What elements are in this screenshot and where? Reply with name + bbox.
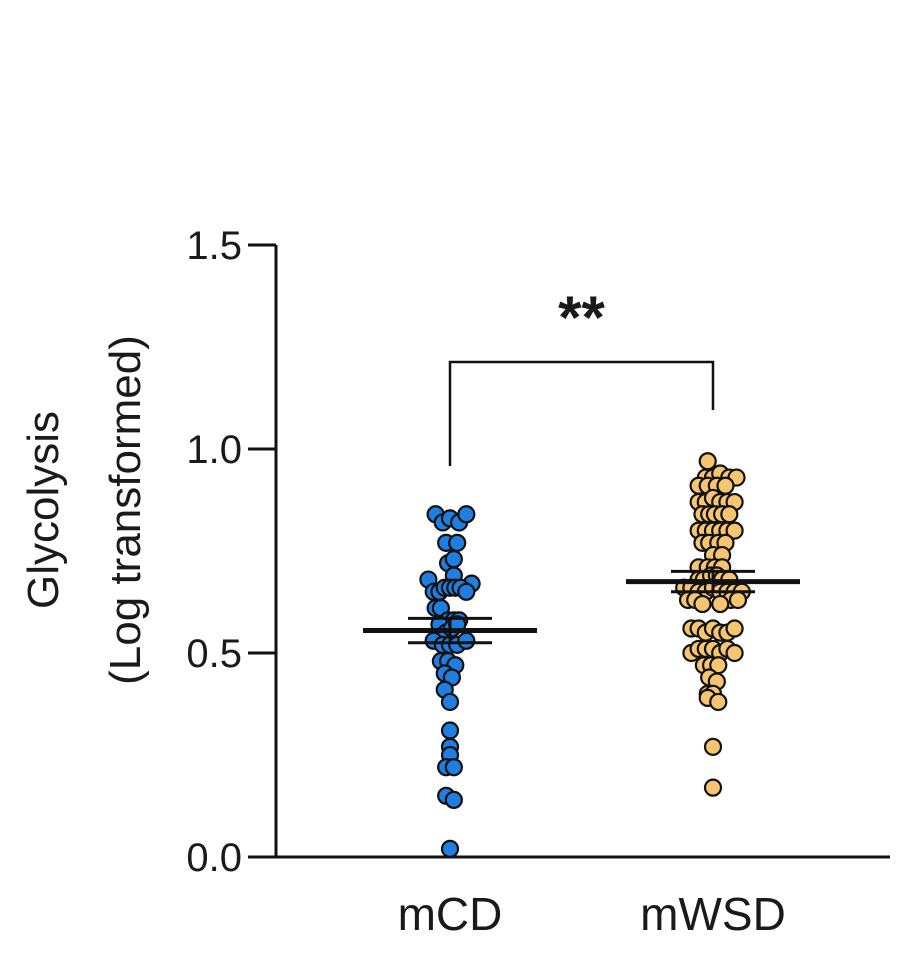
data-point-mCD xyxy=(444,790,463,809)
data-point-mWSD xyxy=(728,590,748,610)
data-point-mWSD xyxy=(693,594,712,614)
significance-bracket-line xyxy=(448,360,715,466)
data-point-mCD xyxy=(444,550,463,569)
data-point-mCD xyxy=(448,533,467,552)
y-tick-label: 1.5 xyxy=(186,224,242,268)
y-axis-title-line2: (Log transformed) xyxy=(101,335,150,685)
significance-label: ** xyxy=(558,284,605,351)
data-point-mWSD xyxy=(703,737,723,756)
y-axis-title-line1: Glycolysis xyxy=(19,411,68,609)
x-category-label: mCD xyxy=(398,888,503,940)
data-point-mWSD xyxy=(716,476,735,495)
data-point-mCD xyxy=(444,758,463,777)
y-tick-label: 0.0 xyxy=(186,836,242,880)
data-point-mWSD xyxy=(725,643,744,663)
y-tick-label: 1.0 xyxy=(186,428,242,472)
data-point-mCD xyxy=(457,631,476,650)
mean-sem-bars xyxy=(363,569,800,645)
data-point-mWSD xyxy=(720,505,739,524)
significance-bracket: ** xyxy=(448,284,715,466)
data-point-mCD xyxy=(457,505,476,524)
y-axis-title: Glycolysis (Log transformed) xyxy=(19,335,150,685)
data-point-mCD xyxy=(440,692,460,712)
data-point-mWSD xyxy=(725,521,744,540)
data-point-mCD xyxy=(440,839,460,858)
data-point-mWSD xyxy=(709,692,728,712)
data-point-mWSD xyxy=(711,594,730,614)
x-category-label: mWSD xyxy=(640,888,786,940)
data-point-mWSD xyxy=(703,778,723,797)
data-point-mCD xyxy=(440,721,460,740)
data-points xyxy=(419,452,751,858)
data-point-mCD xyxy=(457,582,476,601)
data-point-mWSD xyxy=(698,452,717,471)
axes: 0.0 0.5 1.0 1.5 mCD mWSD xyxy=(186,224,890,940)
y-tick-label: 0.5 xyxy=(186,632,242,676)
data-point-mWSD xyxy=(725,619,744,638)
